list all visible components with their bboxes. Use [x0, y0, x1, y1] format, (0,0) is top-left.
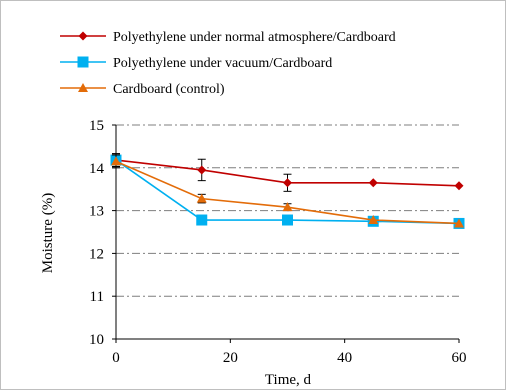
- legend-swatch-marker-2: [78, 83, 88, 92]
- legend-label-0: Polyethylene under normal atmosphere/Car…: [113, 30, 396, 45]
- tick-labels: 10 11 12 13 14 15 0 20 40 60: [89, 118, 467, 366]
- x-tick-label-0: 0: [112, 350, 120, 366]
- series-2-line: [115, 160, 460, 225]
- series-2-point-1: [196, 193, 207, 203]
- legend-label-2: Cardboard (control): [113, 82, 225, 97]
- series-0: [111, 153, 464, 192]
- series-0-point-2: [283, 178, 292, 188]
- legend-item-0: Polyethylene under normal atmosphere/Car…: [60, 30, 396, 45]
- series-2: [111, 154, 464, 228]
- series-1-point-1: [196, 214, 208, 226]
- y-axis-title: Moisture (%): [40, 193, 56, 273]
- y-tick-label-1: 11: [90, 289, 104, 305]
- series-0-point-1: [197, 165, 207, 175]
- x-axis-title: Time, d: [265, 372, 312, 388]
- legend-label-1: Polyethylene under vacuum/Cardboard: [113, 56, 332, 71]
- x-tick-label-2: 40: [337, 350, 352, 366]
- plot-area: [110, 153, 465, 229]
- legend-item-2: Cardboard (control): [60, 82, 225, 97]
- series-0-point-3: [368, 178, 378, 188]
- legend: Polyethylene under normal atmosphere/Car…: [60, 30, 396, 97]
- series-2-point-0: [111, 156, 121, 166]
- x-tick-label-1: 20: [223, 350, 238, 366]
- series-2-point-3: [368, 215, 379, 225]
- series-2-point-4: [454, 218, 464, 228]
- legend-swatch-marker-0: [78, 31, 88, 41]
- legend-swatch-marker-1: [77, 56, 89, 68]
- axes: [112, 124, 460, 343]
- x-tick-label-3: 60: [452, 350, 467, 366]
- y-tick-label-4: 14: [89, 161, 105, 177]
- series-1-point-2: [282, 214, 293, 226]
- legend-item-1: Polyethylene under vacuum/Cardboard: [60, 56, 332, 71]
- y-tick-label-2: 12: [89, 246, 104, 262]
- y-tick-label-5: 15: [89, 118, 104, 134]
- series-2-point-2: [282, 202, 293, 212]
- y-tick-label-3: 13: [89, 204, 104, 220]
- y-tick-label-0: 10: [89, 332, 104, 348]
- series-0-point-4: [454, 181, 464, 191]
